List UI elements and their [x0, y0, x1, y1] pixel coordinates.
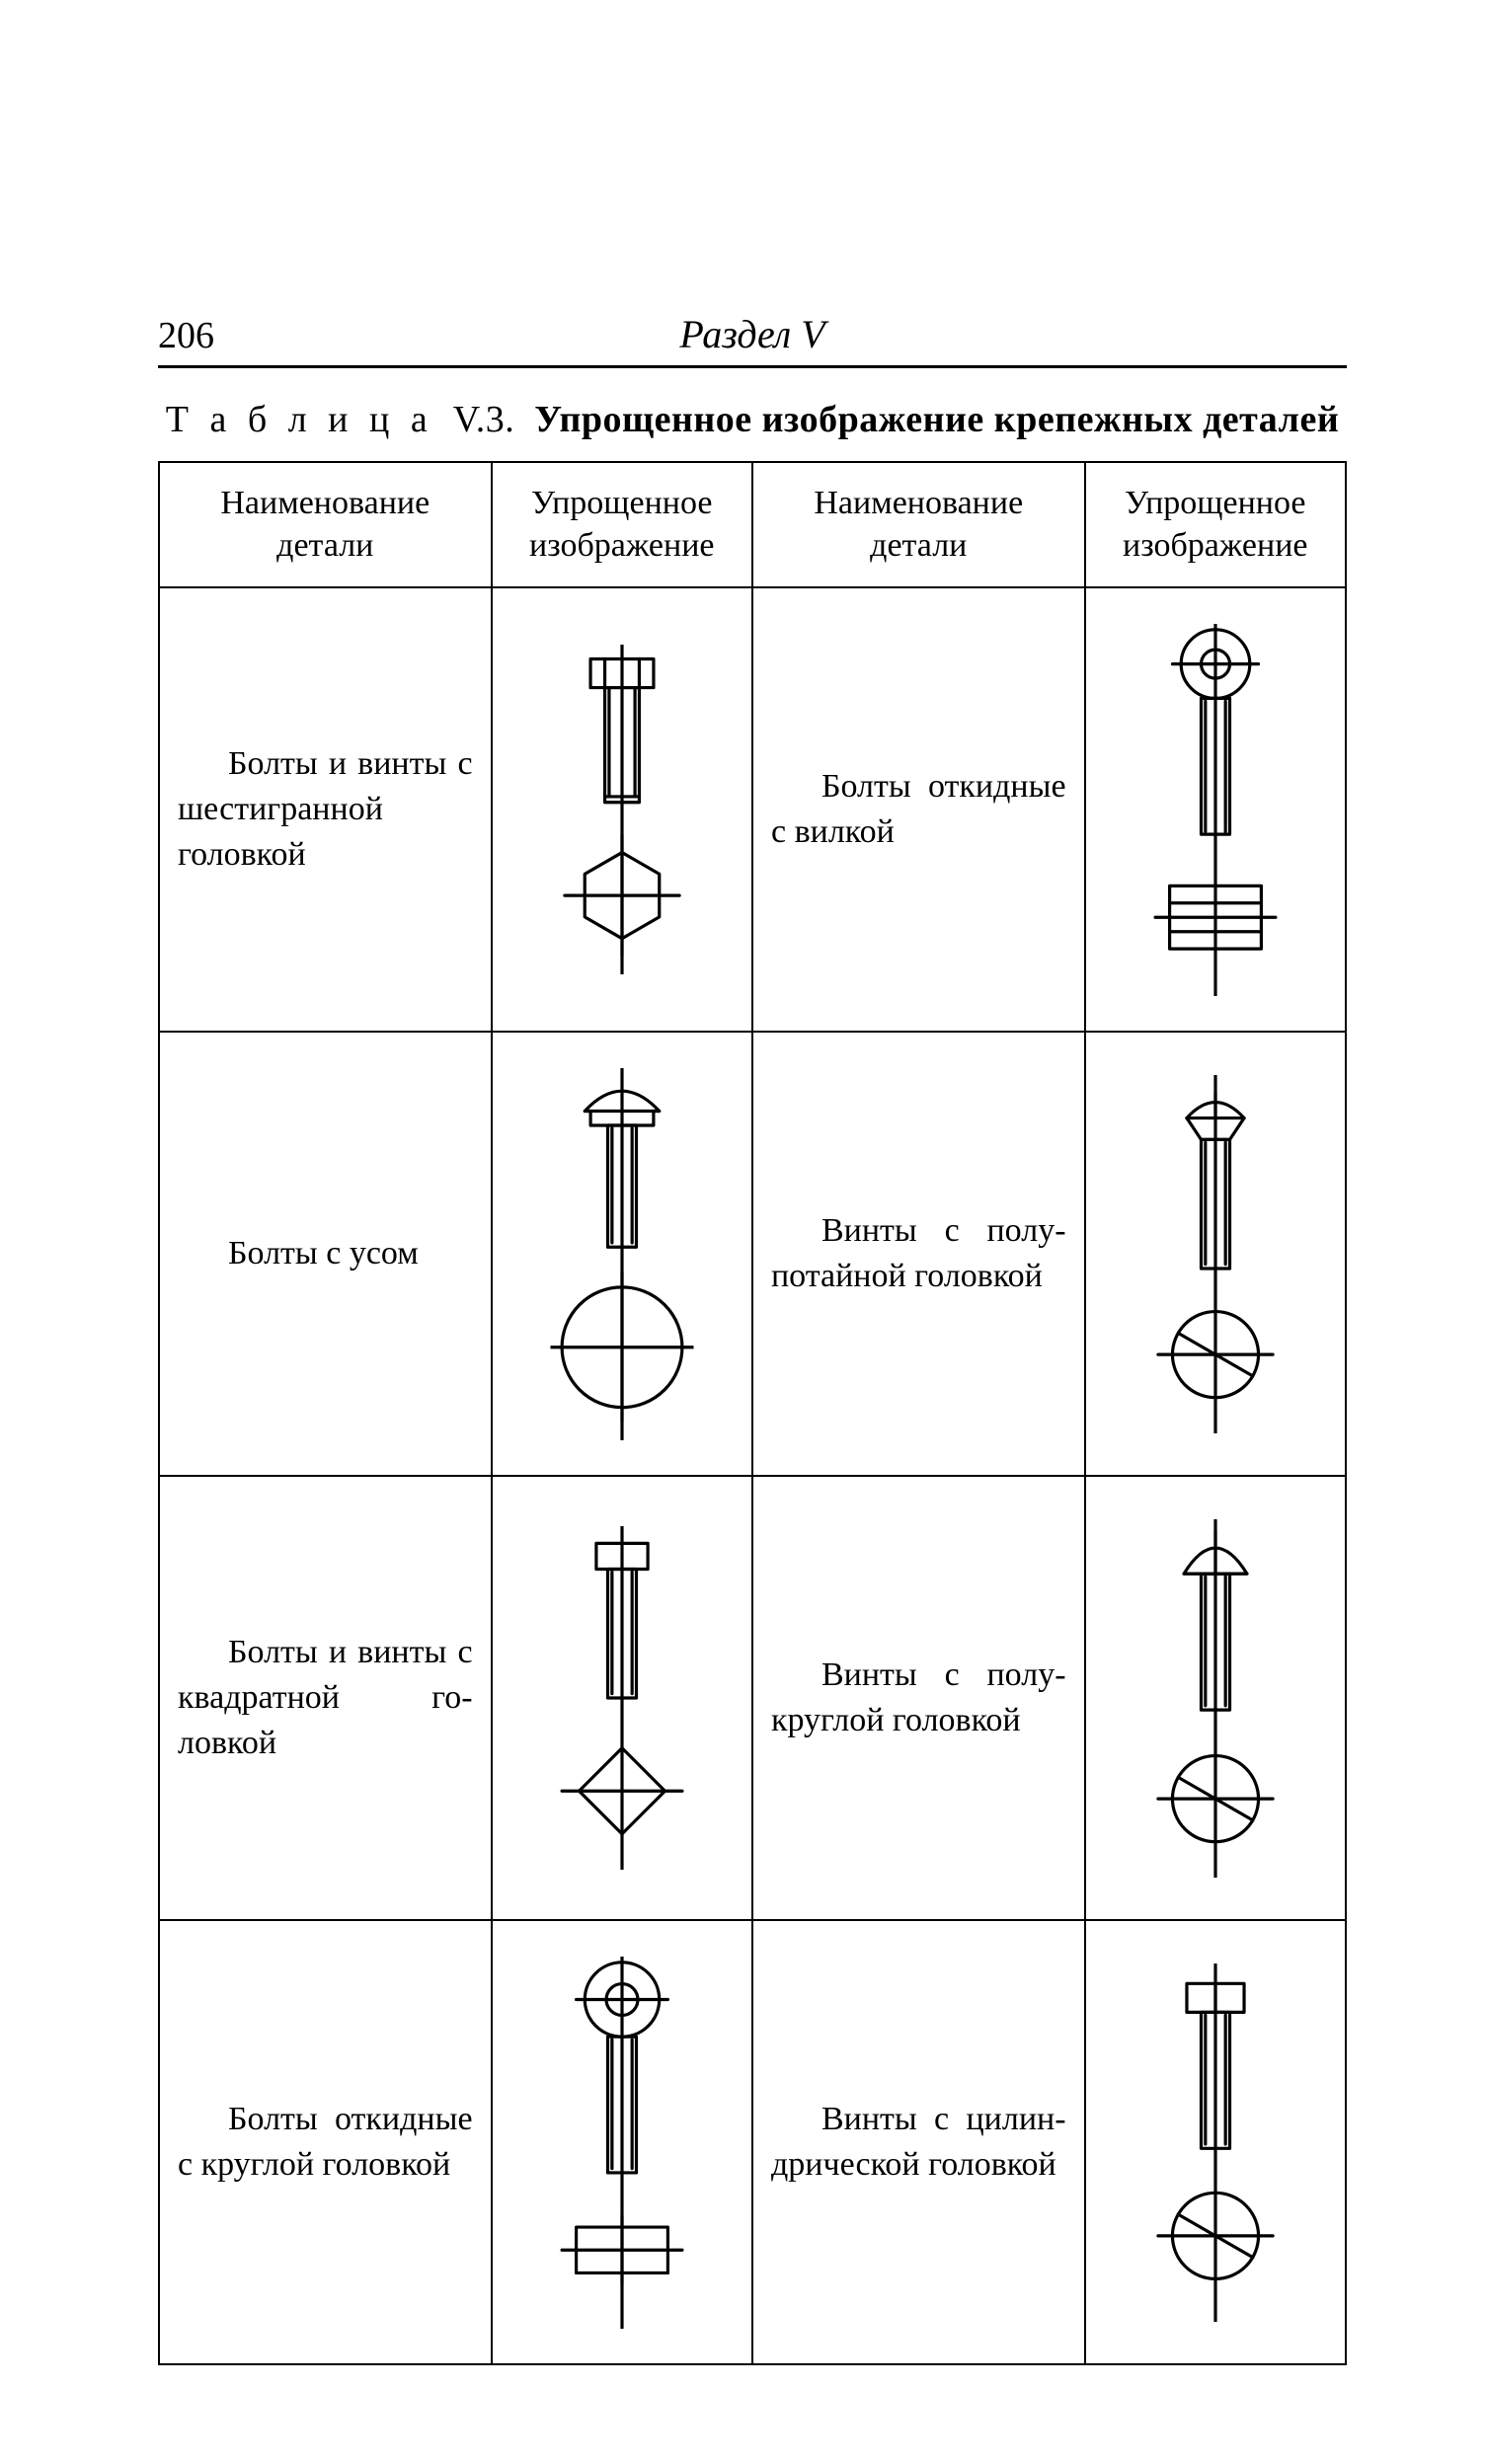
- cell-name: Болты и винты с квадратной го­ловкой: [159, 1476, 492, 1920]
- cell-name: Болты откид­ные с вилкой: [752, 587, 1085, 1032]
- part-label: Болты и винты с шестигранной головкой: [178, 741, 473, 878]
- cell-image: [1085, 1920, 1346, 2364]
- table-caption: Т а б л и ц а V.3. Упрощенное изображени…: [158, 398, 1347, 441]
- col-image-2: Упрощенное изображение: [1085, 462, 1346, 587]
- part-label: Болты откид­ные с круглой головкой: [178, 2097, 473, 2188]
- table-header-row: Наименование детали Упрощенное изображен…: [159, 462, 1346, 587]
- cell-name: Винты с полу­потайной голов­кой: [752, 1032, 1085, 1476]
- cell-image: [1085, 587, 1346, 1032]
- caption-prefix: Т а б л и ц а: [166, 399, 433, 440]
- cell-name: Винты с цилин­дрической голов­кой: [752, 1920, 1085, 2364]
- drawing-eyebolt-fork: [1132, 624, 1299, 996]
- cell-name: Болты с усом: [159, 1032, 492, 1476]
- table-row: Болты и винты с квадратной го­ловкой Вин…: [159, 1476, 1346, 1920]
- cell-name: Винты с полу­круглой головкой: [752, 1476, 1085, 1920]
- page: 206 Раздел V Т а б л и ц а V.3. Упрощенн…: [0, 0, 1485, 2464]
- cell-image: [492, 587, 752, 1032]
- drawing-square-head: [538, 1526, 706, 1870]
- drawing-carriage: [538, 1068, 706, 1440]
- table-row: Болты откид­ные с круглой головкой Винты…: [159, 1920, 1346, 2364]
- section-title: Раздел V: [158, 311, 1347, 357]
- caption-title: Упрощенное изображение крепежных деталей: [534, 399, 1339, 440]
- drawing-round-head: [1132, 1519, 1299, 1878]
- drawing-cyl-head: [1132, 1964, 1299, 2322]
- cell-image: [1085, 1032, 1346, 1476]
- col-image-1: Упрощенное изображение: [492, 462, 752, 587]
- part-label: Болты откид­ные с вилкой: [771, 764, 1066, 855]
- part-label: Винты с полу­круглой головкой: [771, 1653, 1066, 1743]
- cell-image: [492, 1920, 752, 2364]
- cell-image: [492, 1476, 752, 1920]
- drawing-eyebolt-round: [538, 1957, 706, 2329]
- drawing-hexbolt: [538, 645, 706, 974]
- table-body: Болты и винты с шестигранной головкой Бо…: [159, 587, 1346, 2364]
- cell-image: [1085, 1476, 1346, 1920]
- cell-name: Болты откид­ные с круглой головкой: [159, 1920, 492, 2364]
- col-name-2: Наименование детали: [752, 462, 1085, 587]
- table-row: Болты и винты с шестигранной головкой Бо…: [159, 587, 1346, 1032]
- cell-name: Болты и винты с шестигранной головкой: [159, 587, 492, 1032]
- part-label: Винты с полу­потайной голов­кой: [771, 1208, 1066, 1299]
- part-label: Винты с цилин­дрической голов­кой: [771, 2097, 1066, 2188]
- drawing-oval-head: [1132, 1075, 1299, 1433]
- table-row: Болты с усом Винты с полу­потайной голов…: [159, 1032, 1346, 1476]
- cell-image: [492, 1032, 752, 1476]
- fastener-table: Наименование детали Упрощенное изображен…: [158, 461, 1347, 2365]
- col-name-1: Наименование детали: [159, 462, 492, 587]
- page-header: 206 Раздел V: [158, 296, 1347, 368]
- caption-number: V.3.: [453, 399, 515, 440]
- part-label: Болты и винты с квадратной го­ловкой: [178, 1630, 473, 1766]
- part-label: Болты с усом: [178, 1231, 473, 1276]
